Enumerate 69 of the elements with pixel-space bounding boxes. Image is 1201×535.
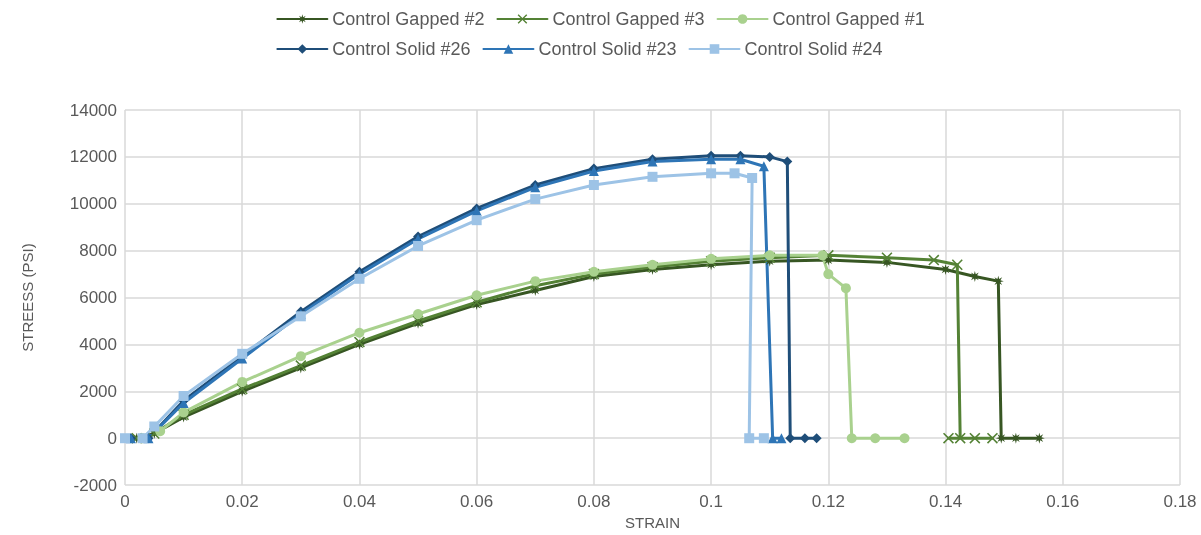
point <box>846 433 857 444</box>
point <box>951 259 963 271</box>
point <box>744 433 755 444</box>
point <box>471 290 482 301</box>
x-tick-label: 0.14 <box>929 492 963 512</box>
point <box>413 240 424 251</box>
y-tick-label: 10000 <box>69 194 117 214</box>
point <box>354 273 365 284</box>
x-tick-label: 0 <box>120 492 130 512</box>
x-tick-label: 0.1 <box>699 492 723 512</box>
legend-label: Control Solid #26 <box>332 39 471 59</box>
point <box>823 269 834 280</box>
x-tick-label: 0.04 <box>342 492 376 512</box>
y-tick-label: 0 <box>107 428 117 448</box>
y-tick-label: -2000 <box>73 475 117 495</box>
point <box>706 168 717 179</box>
point <box>881 252 893 264</box>
legend-label: Control Gapped #3 <box>552 9 705 29</box>
point <box>764 151 775 162</box>
point <box>776 433 787 444</box>
legend-label: Control Gapped #2 <box>332 9 485 29</box>
point <box>120 433 130 444</box>
point <box>986 432 998 444</box>
point <box>530 276 541 287</box>
legend-label: Control Solid #23 <box>538 39 677 59</box>
x-tick-label: 0.02 <box>225 492 259 512</box>
y-axis-title: STREESS (PSI) <box>19 243 36 352</box>
y-tick-label: 6000 <box>79 288 117 308</box>
point <box>758 161 769 172</box>
point <box>940 263 952 275</box>
point <box>928 254 940 266</box>
y-tick-label: 12000 <box>69 147 117 167</box>
point <box>817 250 828 261</box>
x-tick-label: 0.06 <box>460 492 494 512</box>
y-tick-label: 14000 <box>69 100 117 120</box>
point <box>735 154 746 165</box>
point <box>782 156 793 167</box>
x-axis-title: STRAIN <box>624 514 681 531</box>
point <box>471 215 482 226</box>
point <box>729 168 740 179</box>
point <box>811 433 822 444</box>
y-tick-label: 2000 <box>79 381 117 401</box>
point <box>295 351 306 362</box>
point <box>178 391 189 402</box>
point <box>785 433 796 444</box>
y-tick-label: 4000 <box>79 334 117 354</box>
point <box>354 327 365 338</box>
point <box>899 433 910 444</box>
point <box>530 194 541 205</box>
point <box>758 433 769 444</box>
point <box>942 432 954 444</box>
x-tick-label: 0.08 <box>577 492 611 512</box>
point <box>747 172 758 183</box>
x-tick-label: 0.12 <box>811 492 845 512</box>
legend-label: Control Gapped #1 <box>772 9 925 29</box>
point <box>413 308 424 319</box>
point <box>647 171 658 182</box>
point <box>969 432 981 444</box>
x-tick-label: 0.16 <box>1046 492 1080 512</box>
legend-label: Control Solid #24 <box>744 39 883 59</box>
point <box>954 432 966 444</box>
point <box>149 421 160 432</box>
point <box>706 154 717 165</box>
point <box>870 433 881 444</box>
y-tick-label: 8000 <box>79 241 117 261</box>
x-tick-label: 0.18 <box>1163 492 1197 512</box>
point <box>588 180 599 191</box>
point <box>237 376 248 387</box>
point <box>840 283 851 294</box>
